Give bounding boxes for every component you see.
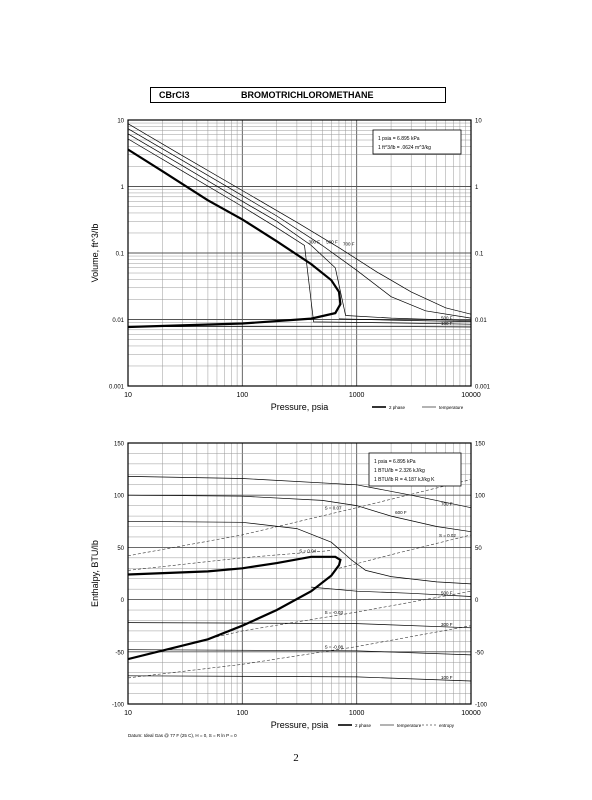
chart2-y-tick-label: 150: [114, 442, 125, 448]
chart2-x-tick-label: 10000: [461, 710, 481, 717]
chart2-entropy-label: S = -0.03: [325, 610, 344, 615]
page-number: 2: [293, 752, 299, 764]
chart2-isotherm: [128, 622, 471, 629]
chart2-x-axis-label: Pressure, psia: [271, 720, 329, 730]
chart2-legend-label: entropy: [439, 723, 455, 728]
chart1-x-tick-label: 10000: [461, 392, 481, 399]
chart1-isotherm: [128, 325, 471, 328]
chart2-y-tick-label: -50: [115, 650, 124, 656]
chart2-isotherm: [128, 649, 471, 656]
chart2-y-tick-label: 50: [117, 546, 124, 552]
chart2-entropy-label: S = 0.02: [439, 533, 456, 538]
chart2-y-tick-label-right: 100: [475, 494, 486, 500]
chart2-isotherm: [128, 476, 471, 509]
chart1-legend-label: temperature: [439, 405, 464, 410]
chart1-isotherm: [128, 133, 471, 322]
chart2-entropy-line: [128, 479, 471, 557]
chart-title-box: CBrCl3 BROMOTRICHLOROMETHANE: [150, 87, 446, 103]
chart2-entropy-label: S = 0.07: [325, 506, 342, 511]
chart2-conversion-note: 1 psia = 6.895 kPa: [374, 459, 416, 465]
chart1-y-tick-label: 10: [117, 119, 124, 125]
chart2-isotherm-label: 600 F: [395, 510, 407, 515]
chart2-isotherm-label: 700 F: [441, 502, 453, 507]
chart2-conversion-note: 1 BTU/lb = 2.326 kJ/kg: [374, 468, 425, 474]
chart2-x-tick-label: 10: [124, 710, 132, 717]
chart1-x-tick-label: 1000: [349, 392, 365, 399]
chart1-isotherm-label: 700 F: [343, 242, 355, 247]
chart2-entropy-line: [128, 625, 471, 679]
chart1-y-tick-label: 0.1: [116, 252, 125, 258]
chart1-y-tick-label-right: 0.01: [475, 318, 487, 324]
chart2-isotherm-label: 300 F: [441, 622, 453, 627]
chart2-datum-footnote: Datum: Ideal Gas @ 77 F (25 C), H = 0, S…: [128, 733, 237, 738]
compound-formula: CBrCl3: [159, 90, 190, 100]
chart2-entropy-label: S = 0.04: [299, 549, 316, 554]
chart2-y-tick-label: 100: [114, 494, 125, 500]
chart1-isotherm-label: 500 F: [326, 239, 338, 244]
chart2-conversion-note: 1 BTU/lb R = 4.187 kJ/kg K: [374, 477, 435, 483]
chart2-y-axis-label: Enthalpy, BTU/lb: [90, 540, 100, 607]
chart1-isotherm: [128, 123, 471, 315]
chart1-conversion-note: 1 ft^3/lb = .0624 m^3/kg: [378, 145, 431, 151]
chart1-isotherm: [338, 318, 471, 322]
chart1-isotherm-label: 300 F: [309, 239, 321, 244]
chart2-isotherm-label: 500 F: [441, 590, 453, 595]
chart1-y-tick-label: 0.01: [112, 318, 124, 324]
chart2-y-tick-label-right: 150: [475, 442, 486, 448]
chart1-plot-frame: [127, 119, 472, 387]
chart2-isotherm: [128, 675, 471, 682]
compound-name: BROMOTRICHLOROMETHANE: [241, 90, 374, 100]
chart1-legend-label: 2 phase: [389, 405, 406, 410]
chart1-isotherm-label: 500 F: [441, 316, 453, 321]
chart2-isotherm: [311, 586, 471, 597]
chart2-y-tick-label-right: 0: [475, 598, 479, 604]
chart1-isotherm-label: 100 F: [441, 321, 453, 326]
chart1-y-axis-label: Volume, ft^3/lb: [90, 224, 100, 283]
chart1-x-axis-label: Pressure, psia: [271, 402, 329, 412]
chart2-two-phase-curve: [128, 555, 342, 661]
chart1-y-tick-label-right: 1: [475, 185, 479, 191]
chart2-entropy-label: S = -0.08: [325, 645, 344, 650]
chart2-y-tick-label: 0: [121, 598, 125, 604]
chart2-isotherm: [128, 494, 471, 533]
chart1-y-tick-label-right: 10: [475, 119, 482, 125]
chart2-legend-label: 2 phase: [355, 723, 372, 728]
chart2-legend-label: temperature: [397, 723, 422, 728]
chart2-entropy-line: [338, 534, 471, 569]
chart2-isotherm: [128, 520, 471, 585]
chart1-isotherm: [128, 128, 471, 319]
chart1-x-tick-label: 100: [236, 392, 248, 399]
chart1-x-tick-label: 10: [124, 392, 132, 399]
chart2-y-tick-label-right: -50: [475, 650, 484, 656]
chart2-y-tick-label-right: 50: [475, 546, 482, 552]
chart2-y-tick-label: -100: [112, 703, 125, 709]
chart2-entropy-line: [196, 590, 471, 642]
chart1-y-tick-label: 0.001: [109, 385, 125, 391]
chart1-isotherm: [128, 138, 471, 325]
chart1-y-tick-label: 1: [121, 185, 125, 191]
chart2-isotherm-label: 100 F: [441, 675, 453, 680]
chart1-conversion-note: 1 psia = 6.895 kPa: [378, 136, 420, 142]
chart2-x-tick-label: 1000: [349, 710, 365, 717]
chart2-y-tick-label-right: -100: [475, 703, 488, 709]
chart1-y-tick-label-right: 0.1: [475, 252, 484, 258]
chart1-two-phase-curve: [128, 148, 342, 329]
chart1-y-tick-label-right: 0.001: [475, 385, 491, 391]
chart2-conversion-box: [368, 452, 462, 487]
chart1-conversion-box: [372, 129, 462, 155]
chart2-x-tick-label: 100: [236, 710, 248, 717]
